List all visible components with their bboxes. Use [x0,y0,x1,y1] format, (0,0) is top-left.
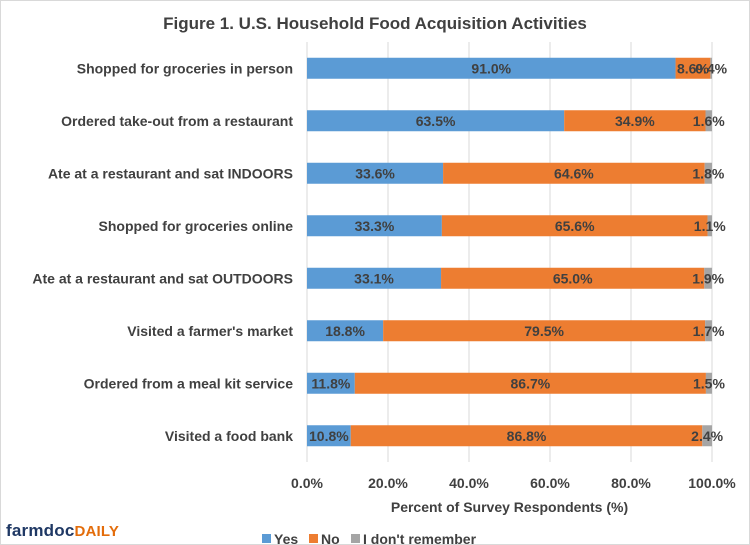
data-label: 1.9% [692,270,724,286]
bar-segment [705,320,712,342]
data-label: 86.7% [511,375,551,391]
bar-segment [383,320,706,342]
data-label: 1.1% [694,218,726,234]
data-label: 0.4% [695,60,727,76]
data-label: 10.8% [309,428,349,444]
category-label: Ate at a restaurant and sat OUTDOORS [32,270,293,286]
category-label: Ordered take-out from a restaurant [61,113,293,129]
bar-segment [307,320,384,342]
data-label: 1.5% [693,375,725,391]
x-tick-label: 20.0% [368,475,408,491]
x-axis-title: Percent of Survey Respondents (%) [391,499,628,515]
bar-segment [354,372,706,394]
bar-segment [441,215,708,237]
data-label: 65.0% [553,270,593,286]
bar-segment [307,57,676,79]
bar-segment [307,162,444,184]
x-tick-label: 100.0% [688,475,736,491]
data-label: 8.6% [677,60,709,76]
data-label: 86.8% [507,428,547,444]
bar-segment [710,57,712,79]
bar-segment [307,425,351,447]
legend-swatch [351,534,360,543]
legend-swatch [262,534,271,543]
bar-segment [307,372,355,394]
data-label: 91.0% [471,60,511,76]
logo-text-farmdoc: farmdoc [6,521,75,540]
bar-segment [707,215,712,237]
legend-entry: No [321,531,340,545]
bar-segment [704,267,712,289]
logo-text-daily: DAILY [74,523,120,540]
chart-title: Figure 1. U.S. Household Food Acquisitio… [163,14,587,33]
bar-segment [564,110,706,132]
data-label: 79.5% [524,323,564,339]
bar-segment [441,267,705,289]
legend-swatch [309,534,318,543]
bar-segment [705,372,712,394]
data-label: 33.6% [355,165,395,181]
data-label: 64.6% [554,165,594,181]
bar-segment [675,57,711,79]
x-tick-label: 80.0% [611,475,651,491]
legend-entry: I don't remember [363,531,477,545]
data-label: 1.8% [692,165,724,181]
data-label: 63.5% [416,113,456,129]
category-label: Visited a farmer's market [127,323,293,339]
data-label: 18.8% [325,323,365,339]
bar-segment [443,162,705,184]
bar-segment [307,267,442,289]
bar-segment [705,110,712,132]
category-label: Ordered from a meal kit service [84,375,294,391]
data-label: 33.1% [354,270,394,286]
category-label: Shopped for groceries online [99,218,294,234]
data-label: 33.3% [355,218,395,234]
bar-segment [702,425,712,447]
legend-entry: Yes [274,531,298,545]
data-label: 34.9% [615,113,655,129]
farmdoc-daily-logo: farmdocDAILY [6,521,119,541]
data-label: 65.6% [555,218,595,234]
data-label: 2.4% [691,428,723,444]
data-label: 1.6% [693,113,725,129]
x-tick-label: 60.0% [530,475,570,491]
data-label: 1.7% [693,323,725,339]
bar-segment [704,162,712,184]
data-label: 11.8% [311,375,350,391]
category-label: Ate at a restaurant and sat INDOORS [48,165,293,181]
x-tick-label: 40.0% [449,475,489,491]
category-label: Visited a food bank [165,428,293,444]
bar-segment [350,425,703,447]
bar-segment [307,110,565,132]
bar-segment [307,215,442,237]
x-tick-label: 0.0% [291,475,323,491]
category-label: Shopped for groceries in person [77,60,293,76]
